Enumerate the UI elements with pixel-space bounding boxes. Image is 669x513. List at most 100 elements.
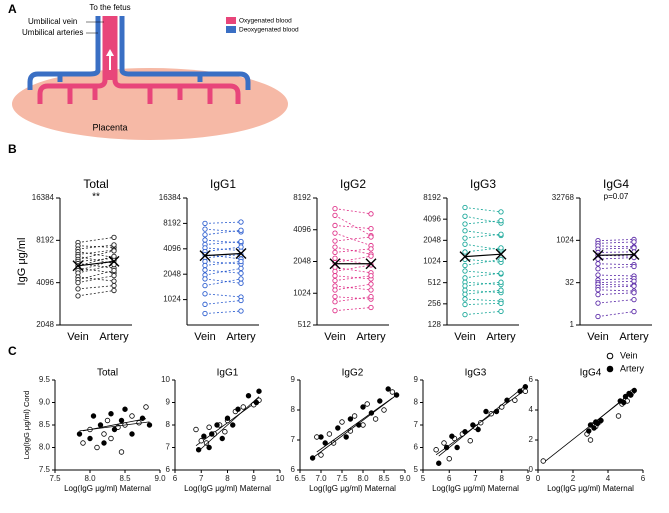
y-tick-label: 8192 — [423, 193, 441, 202]
y-tick-label: 1 — [570, 320, 575, 329]
pair-line — [464, 281, 502, 286]
y-tick-label: 7 — [414, 420, 419, 429]
x-tick-label: Artery — [356, 331, 386, 343]
data-point — [368, 253, 374, 259]
pair-line — [597, 311, 635, 317]
x-tick-label: 8.5 — [378, 474, 390, 483]
data-point — [498, 245, 504, 251]
x-tick-label: 6.5 — [294, 474, 306, 483]
data-point — [101, 431, 107, 437]
data-point — [202, 291, 208, 297]
data-point — [347, 416, 354, 422]
data-point — [343, 434, 349, 440]
y-tick-label: 7 — [166, 443, 171, 452]
pair-line — [204, 239, 242, 244]
data-point — [631, 387, 637, 394]
y-tick-label: 512 — [428, 278, 442, 287]
x-tick-label: 0 — [536, 474, 541, 483]
data-point — [498, 300, 504, 307]
y-tick-label: 7 — [291, 435, 296, 444]
fit-line — [316, 397, 393, 453]
data-point — [621, 399, 627, 406]
x-tick-label: 7 — [473, 474, 478, 483]
data-point — [111, 262, 117, 268]
pair-line — [597, 247, 635, 250]
data-point — [498, 256, 504, 262]
mean-marker — [199, 250, 211, 262]
data-point — [446, 456, 452, 462]
data-point — [368, 304, 374, 311]
legend-swatch — [226, 26, 236, 33]
annotation: ** — [92, 192, 100, 203]
y-tick-label: 4096 — [163, 244, 181, 253]
x-tick-label: 9.0 — [154, 474, 166, 483]
data-point — [462, 241, 468, 247]
chart-title: IgG2 — [342, 368, 364, 379]
pair-line — [464, 302, 502, 305]
data-point — [351, 413, 358, 419]
data-point — [493, 408, 500, 415]
label: To the fetus — [89, 3, 130, 12]
pair-line — [464, 258, 502, 266]
data-point — [595, 300, 601, 306]
chart-title: IgG3 — [465, 368, 487, 379]
data-point — [595, 261, 601, 267]
data-point — [522, 388, 529, 394]
pair-line — [204, 261, 242, 265]
legend-marker — [606, 352, 614, 360]
data-point — [368, 294, 374, 300]
data-point — [631, 263, 637, 270]
x-tick-label: Artery — [226, 331, 256, 343]
data-point — [318, 434, 324, 440]
data-point — [631, 308, 637, 315]
legend-label: Oxygenated blood — [239, 18, 292, 25]
data-point — [462, 429, 468, 435]
x-tick-label: 7.5 — [336, 474, 348, 483]
legend-label: Vein — [620, 350, 638, 360]
pair-line — [597, 263, 635, 266]
y-tick-label: 8.5 — [39, 420, 51, 429]
data-point — [202, 262, 208, 269]
x-tick-label: 9 — [252, 474, 257, 483]
pair-line — [464, 289, 502, 293]
data-point — [332, 212, 338, 219]
data-point — [332, 205, 338, 212]
data-point — [332, 249, 338, 256]
data-point — [111, 242, 117, 248]
flow-arrow-head — [106, 49, 114, 56]
data-point — [201, 433, 207, 439]
data-point — [104, 417, 111, 424]
data-point — [76, 431, 83, 437]
data-point — [198, 438, 204, 444]
pair-line — [204, 269, 242, 274]
y-tick-label: 8 — [291, 405, 296, 414]
x-tick-label: Vein — [324, 331, 345, 343]
data-point — [467, 438, 473, 444]
mean-marker — [365, 258, 377, 270]
data-point — [377, 398, 383, 404]
y-tick-label: 6 — [166, 465, 171, 474]
data-point — [202, 267, 208, 273]
x-axis-label: Log(IgG μg/ml) Maternal — [432, 484, 519, 493]
pair-line — [464, 230, 502, 236]
data-point — [332, 299, 338, 305]
x-tick-label: 6 — [173, 474, 178, 483]
x-tick-label: 9.0 — [399, 474, 411, 483]
data-point — [498, 209, 504, 215]
data-point — [595, 287, 601, 293]
pair-line — [597, 245, 635, 248]
x-tick-label: 7 — [199, 474, 204, 483]
data-point — [433, 447, 439, 453]
x-tick-label: Artery — [99, 331, 129, 343]
y-axis-label: Log(IgG μg/ml) Cord — [22, 391, 31, 460]
x-tick-label: 8.0 — [84, 474, 96, 483]
pair-line — [204, 300, 242, 305]
data-point — [368, 211, 374, 217]
y-tick-label: 6 — [414, 443, 419, 452]
y-tick-label: 9 — [414, 375, 419, 384]
data-point — [75, 279, 81, 286]
y-tick-label: 2048 — [423, 235, 441, 244]
y-tick-label: 32 — [565, 278, 574, 287]
pair-line — [597, 283, 635, 286]
